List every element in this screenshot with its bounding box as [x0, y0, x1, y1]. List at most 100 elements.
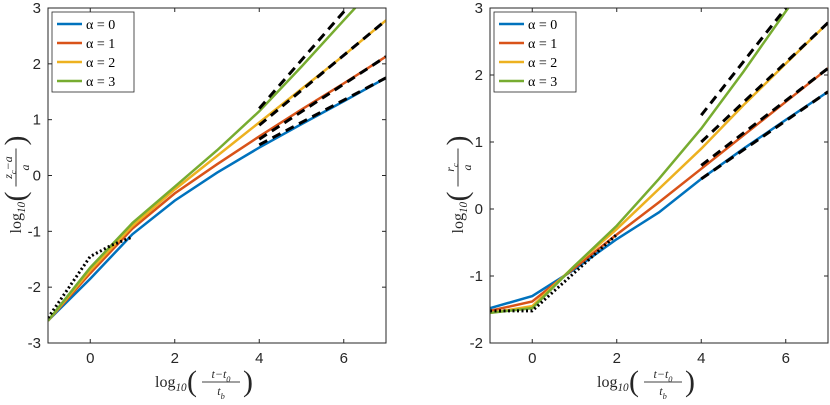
reference-line: [258, 76, 386, 147]
subscript: c: [9, 170, 18, 174]
lines: [490, 8, 828, 315]
y-tick-label: -1: [28, 223, 41, 240]
label-text: t−t0: [212, 367, 232, 384]
legend-label: α = 1: [528, 37, 557, 52]
y-tick-label: 0: [475, 201, 483, 218]
y-tick-label: 3: [33, 0, 41, 17]
label-text: tb: [659, 384, 667, 401]
label-part: t: [659, 384, 663, 398]
label-part: t: [217, 384, 221, 398]
axis-label: log10( zc−a a): [0, 136, 32, 234]
reference-line: [700, 67, 828, 167]
paren: (: [0, 192, 32, 202]
y-tick-label: 1: [475, 134, 483, 151]
subscript: 0: [226, 375, 231, 384]
subscript: b: [221, 392, 225, 401]
series-line: [490, 67, 828, 313]
legend: α = 0 α = 1 α = 2 α = 3: [493, 11, 577, 93]
x-tick-label: 6: [340, 350, 348, 367]
y-tick-label: -2: [470, 335, 483, 352]
label-text: log10: [8, 201, 28, 233]
paren: (: [629, 365, 639, 398]
y-tick-label: 0: [33, 168, 41, 185]
x-tick-label: 2: [613, 350, 621, 367]
x-tick-label: 4: [697, 350, 705, 367]
axes-box: [489, 7, 829, 344]
subscript: 10: [458, 201, 470, 213]
legend-label: α = 2: [528, 56, 557, 71]
paren: ): [243, 365, 253, 398]
label-part: a: [18, 165, 32, 171]
label-part: t−t: [212, 367, 227, 381]
paren: ): [441, 136, 474, 146]
label-part: log: [8, 213, 25, 233]
reference-line: [700, 8, 788, 117]
label-text: a: [460, 165, 474, 171]
subscript: 10: [175, 382, 187, 394]
series-line: [490, 90, 828, 310]
series-line: [48, 8, 357, 322]
y-tick-label: -1: [470, 268, 483, 285]
legend-label: α = 3: [86, 75, 115, 90]
label-part: z: [1, 174, 15, 180]
reference-line: [258, 55, 386, 141]
label-text: a: [18, 165, 32, 171]
label-part: log: [450, 213, 467, 233]
label-text: t−t0: [654, 367, 674, 384]
label-text: zc−a: [1, 156, 18, 180]
y-tick-label: 3: [475, 0, 483, 17]
label-text: rc: [443, 163, 460, 172]
x-tick-label: 6: [782, 350, 790, 367]
y-tick-label: 2: [33, 56, 41, 73]
reference-line: [700, 90, 828, 181]
subscript: 10: [16, 201, 28, 213]
paren: (: [187, 365, 197, 398]
paren: ): [0, 136, 32, 146]
lines: [48, 8, 386, 322]
y-tick-label: -3: [28, 335, 41, 352]
legend-label: α = 3: [528, 75, 557, 90]
label-part: r: [443, 167, 457, 172]
x-tick-label: 0: [528, 350, 536, 367]
axes-box: [47, 7, 387, 344]
y-tick-label: 2: [475, 67, 483, 84]
paren: ): [685, 365, 695, 398]
reference-line: [258, 19, 386, 127]
x-tick-label: 4: [255, 350, 263, 367]
label-part: log: [597, 374, 617, 391]
legend-label: α = 0: [528, 18, 557, 33]
y-tick-label: -2: [28, 279, 41, 296]
legend-label: α = 0: [86, 18, 115, 33]
label-part: log: [155, 374, 175, 391]
legend-label: α = 1: [86, 37, 115, 52]
legend: α = 0 α = 1 α = 2 α = 3: [51, 11, 135, 93]
y-tick-label: 1: [33, 112, 41, 129]
series-line: [490, 8, 790, 315]
label-text: log10: [155, 374, 187, 394]
legend-label: α = 2: [86, 56, 115, 71]
reference-line: [490, 233, 618, 313]
x-tick-label: 0: [86, 350, 94, 367]
legend-box: [493, 11, 577, 93]
label-text: tb: [217, 384, 225, 401]
x-tick-label: 2: [171, 350, 179, 367]
axis-label: log10( rc a): [441, 136, 474, 234]
subscript: c: [451, 163, 460, 167]
label-part: t−t: [654, 367, 669, 381]
label-text: log10: [597, 374, 629, 394]
legend-box: [51, 11, 135, 93]
subscript: 0: [668, 375, 673, 384]
reference-line: [258, 8, 349, 110]
series-line: [48, 55, 386, 322]
label-text: log10: [450, 201, 470, 233]
label-part: a: [460, 165, 474, 171]
paren: (: [441, 192, 474, 202]
label-part: −a: [1, 156, 15, 170]
subscript: b: [663, 392, 667, 401]
subscript: 10: [617, 382, 629, 394]
